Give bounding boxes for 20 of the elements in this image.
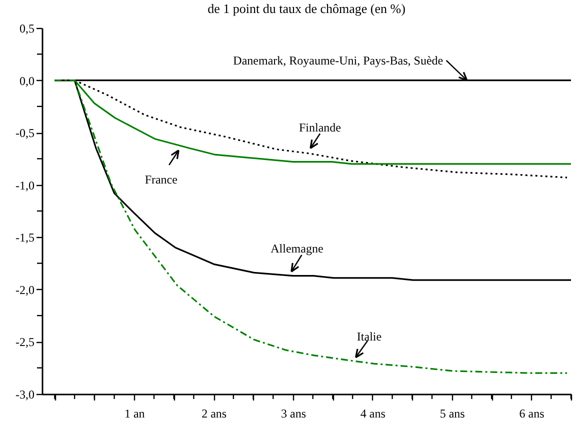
x-tick-label: 4 ans: [360, 406, 386, 420]
y-tick-label: -3,0: [16, 388, 34, 402]
y-tick-label: -2,0: [16, 282, 34, 297]
y-tick-label: -1,5: [16, 230, 34, 245]
y-tick-label: 0,5: [20, 22, 34, 36]
x-tick-label: 1 an: [124, 406, 145, 420]
y-tick-label: -2,5: [16, 335, 34, 350]
x-tick-label: 3 ans: [280, 406, 306, 420]
x-tick-label: 5 ans: [440, 406, 466, 420]
y-tick-label: -0,5: [16, 126, 34, 140]
y-tick-label: 0,0: [20, 74, 34, 88]
annotation: Danemark, Royaume-Uni, Pays-Bas, Suède: [233, 53, 444, 68]
chart-title: de 1 point du taux de chômage (en %): [208, 1, 406, 16]
x-tick-label: 2 ans: [202, 406, 227, 420]
annotation: Allemagne: [270, 242, 324, 256]
y-tick-label: -1,0: [16, 178, 34, 192]
annotation: Italie: [356, 329, 382, 344]
x-tick-label: 6 ans: [519, 406, 545, 420]
annotation: Finlande: [299, 120, 342, 134]
annotation: France: [144, 172, 178, 187]
